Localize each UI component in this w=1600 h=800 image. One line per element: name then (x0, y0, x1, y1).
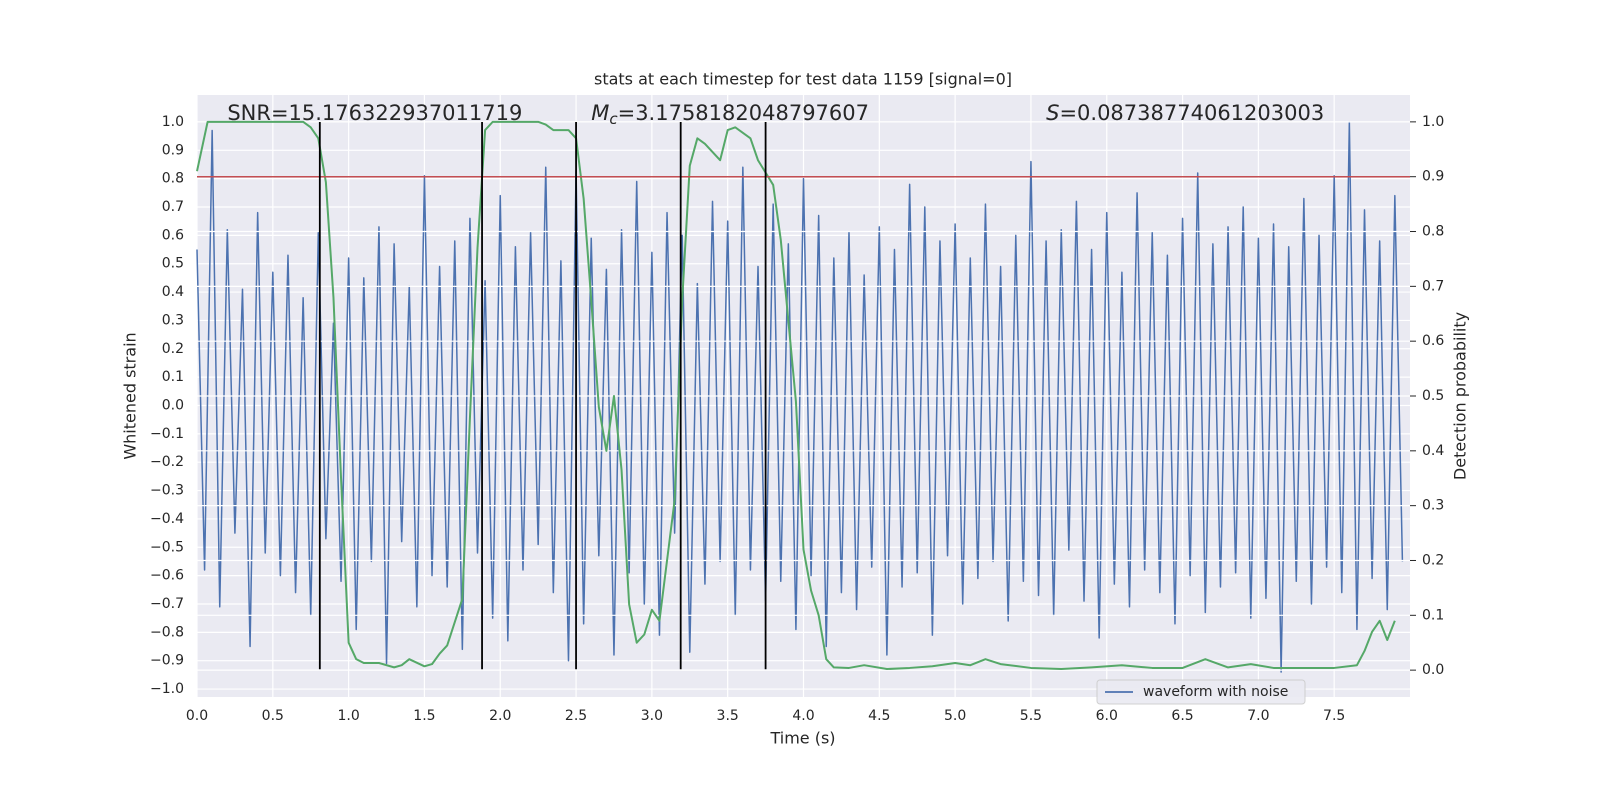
y-tick-label: 0.7 (162, 199, 184, 215)
y-tick-label: 0.4 (162, 284, 184, 300)
x-tick-label: 6.5 (1171, 708, 1193, 724)
annotation-text: =0.08738774061203003 (1059, 101, 1324, 125)
y2-tick-label: 0.5 (1422, 388, 1444, 404)
y-tick-label: 0.0 (162, 397, 184, 413)
y2-tick-label: 0.0 (1422, 662, 1444, 678)
y2-tick-label: 0.7 (1422, 278, 1444, 294)
y-tick-label: −0.4 (150, 511, 184, 527)
annotation: SNR=15.176322937011719 (227, 101, 522, 125)
y-tick-label: −0.2 (150, 454, 184, 470)
annotation: Mc=3.1758182048797607 (591, 101, 869, 128)
y2-tick-label: 0.6 (1422, 333, 1444, 349)
x-tick-label: 2.0 (489, 708, 511, 724)
annotation-symbol: S (1046, 101, 1059, 125)
annotation-text: =3.1758182048797607 (618, 101, 869, 125)
x-tick-label: 4.5 (868, 708, 890, 724)
annotation-subscript: c (609, 110, 618, 128)
y-tick-label: −0.9 (150, 653, 184, 669)
y-tick-label: 0.3 (162, 312, 184, 328)
y-tick-label: 0.6 (162, 227, 184, 243)
x-tick-label: 1.5 (413, 708, 435, 724)
y-tick-label: −1.0 (150, 681, 184, 697)
y2-tick-label: 0.8 (1422, 224, 1444, 240)
x-tick-label: 1.0 (337, 708, 359, 724)
y2-tick-label: 0.4 (1422, 443, 1444, 459)
x-tick-label: 0.0 (186, 708, 208, 724)
y-tick-label: 0.5 (162, 256, 184, 272)
y2-axis-label: Detection probability (1451, 312, 1470, 480)
over-layer (196, 120, 1410, 671)
x-axis-label: Time (s) (769, 729, 835, 748)
waveform-layer (196, 121, 1404, 673)
y-tick-label: −0.3 (150, 483, 184, 499)
x-tick-label: 7.0 (1247, 708, 1269, 724)
x-tick-label: 7.5 (1323, 708, 1345, 724)
y-tick-label: 0.1 (162, 369, 184, 385)
annotation-symbol: M (591, 101, 609, 125)
legend-label: waveform with noise (1143, 684, 1288, 700)
y-tick-label: 1.0 (162, 114, 184, 130)
y-tick-label: −0.6 (150, 568, 184, 584)
x-tick-label: 5.0 (944, 708, 966, 724)
y-tick-label: −0.5 (150, 539, 184, 555)
annotation: S=0.08738774061203003 (1046, 101, 1324, 125)
y-tick-label: −0.1 (150, 426, 184, 442)
annotation-text: SNR=15.176322937011719 (227, 101, 522, 125)
x-tick-label: 3.0 (641, 708, 663, 724)
x-tick-label: 0.5 (262, 708, 284, 724)
x-tick-label: 6.0 (1096, 708, 1118, 724)
y-tick-label: −0.7 (150, 596, 184, 612)
y-tick-label: −0.8 (150, 624, 184, 640)
y-tick-label: 0.9 (162, 142, 184, 158)
legend-box (1096, 679, 1306, 705)
y2-tick-label: 1.0 (1422, 114, 1444, 130)
y-tick-label: 0.2 (162, 341, 184, 357)
y2-tick-label: 0.2 (1422, 552, 1444, 568)
y2-tick-label: 0.3 (1422, 498, 1444, 514)
x-tick-label: 5.5 (1020, 708, 1042, 724)
y2-tick-label: 0.1 (1422, 607, 1444, 623)
x-tick-label: 2.5 (565, 708, 587, 724)
y-axis-label: Whitened strain (121, 332, 140, 459)
x-tick-label: 3.5 (717, 708, 739, 724)
y2-tick-label: 0.9 (1422, 169, 1444, 185)
x-tick-label: 4.0 (792, 708, 814, 724)
series-line (196, 120, 1396, 671)
y-tick-label: 0.8 (162, 171, 184, 187)
chart-title: stats at each timestep for test data 115… (594, 70, 1012, 89)
series-line (196, 121, 1404, 673)
